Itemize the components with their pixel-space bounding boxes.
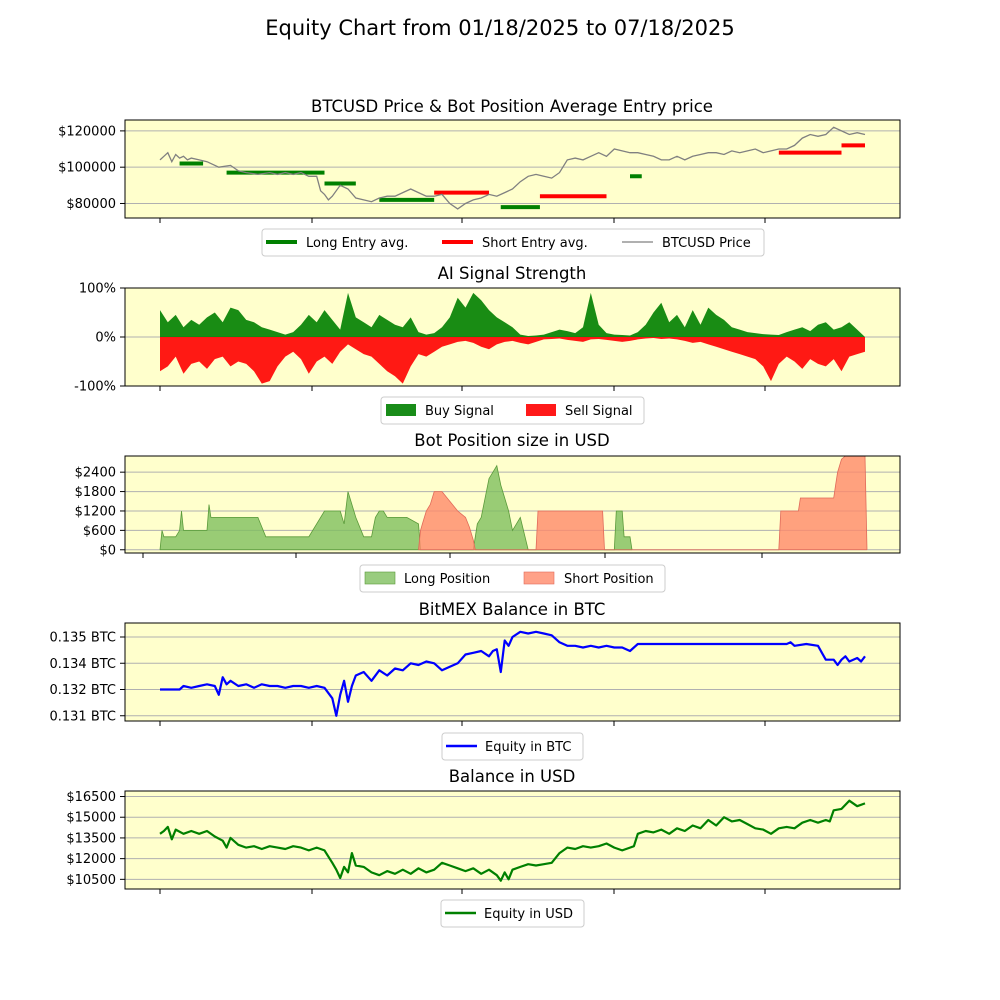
legend-long-entry-label: Long Entry avg. xyxy=(306,236,408,251)
panel-signal: AI Signal Strength -100% 0% 100% Buy Signa… xyxy=(74,264,901,425)
usd-equity-line xyxy=(159,799,866,882)
y-tick-label: $2400 xyxy=(75,466,116,481)
panel-usd-marks xyxy=(159,799,866,882)
y-tick-label: -100% xyxy=(74,380,116,395)
panel-position-y-ticks: $0 $600 $1200 $1800 $2400 xyxy=(75,466,125,558)
y-tick-label: 0.135 BTC xyxy=(49,631,116,646)
legend-box xyxy=(440,899,585,928)
panel-usd-plot-area xyxy=(125,791,900,889)
sell-signal-area xyxy=(160,337,865,384)
panel-price: BTCUSD Price & Bot Position Average Entr… xyxy=(58,97,901,257)
y-tick-label: $80000 xyxy=(66,197,116,212)
panel-usd-title: Balance in USD xyxy=(449,767,576,786)
panel-btc-title: BitMEX Balance in BTC xyxy=(419,600,606,619)
short-position-area xyxy=(418,455,868,551)
panel-btc-x-ticks xyxy=(159,721,766,726)
panel-usd-legend: Equity in USD xyxy=(440,899,585,928)
legend-buy-label: Buy Signal xyxy=(425,404,494,419)
panel-price-x-ticks xyxy=(159,218,766,223)
y-tick-label: 0.134 BTC xyxy=(49,657,116,672)
legend-box xyxy=(441,732,584,761)
panel-price-legend: Long Entry avg. Short Entry avg. BTCUSD … xyxy=(261,228,765,257)
panel-signal-y-ticks: -100% 0% 100% xyxy=(74,282,125,395)
panel-usd: Balance in USD $10500$12000$13500$15000$… xyxy=(66,767,901,928)
legend-short-entry-label: Short Entry avg. xyxy=(482,236,588,251)
panel-signal-legend: Buy Signal Sell Signal xyxy=(380,396,645,425)
y-tick-label: $16500 xyxy=(66,790,116,805)
panel-btc-y-ticks: 0.131 BTC 0.132 BTC 0.134 BTC 0.135 BTC xyxy=(49,631,125,724)
legend-box xyxy=(261,228,765,257)
legend-price-label: BTCUSD Price xyxy=(662,236,751,251)
y-tick-label: $1200 xyxy=(75,504,116,519)
panel-position: Bot Position size in USD $0 $600 $1200 $180… xyxy=(75,431,901,593)
y-tick-label: 0.132 BTC xyxy=(49,683,116,698)
legend-long-position-label: Long Position xyxy=(404,572,490,587)
panel-btc-border xyxy=(124,622,901,722)
panel-price-title: BTCUSD Price & Bot Position Average Entr… xyxy=(311,97,713,116)
panel-usd-grid xyxy=(125,796,900,880)
panel-btc-marks xyxy=(160,630,866,717)
y-tick-label: $10500 xyxy=(66,873,116,888)
panel-btc: BitMEX Balance in BTC 0.131 BTC 0.132 BTC… xyxy=(49,600,901,761)
legend-box xyxy=(359,564,666,593)
legend-sell-swatch xyxy=(526,404,556,416)
legend-sell-label: Sell Signal xyxy=(565,404,633,419)
y-tick-label: 100% xyxy=(79,282,116,297)
panel-usd-border xyxy=(124,790,901,890)
legend-short-position-label: Short Position xyxy=(564,572,654,587)
figure-title: Equity Chart from 01/18/2025 to 07/18/20… xyxy=(265,16,735,40)
y-tick-label: $12000 xyxy=(66,852,116,867)
y-tick-label: $15000 xyxy=(66,811,116,826)
y-tick-label: $13500 xyxy=(66,831,116,846)
y-tick-label: $100000 xyxy=(58,161,116,176)
y-tick-label: 0.131 BTC xyxy=(49,709,116,724)
legend-box xyxy=(380,396,645,425)
panel-usd-x-ticks xyxy=(159,889,766,894)
panel-price-y-ticks: $80000 $100000 $120000 xyxy=(58,124,125,212)
buy-signal-area xyxy=(160,292,865,337)
panel-signal-marks xyxy=(160,292,865,384)
panel-price-grid xyxy=(125,130,900,204)
panel-price-marks xyxy=(159,126,866,210)
btcusd-price-line xyxy=(159,126,866,210)
legend-buy-swatch xyxy=(386,404,416,416)
panel-btc-legend: Equity in BTC xyxy=(441,732,584,761)
y-tick-label: $0 xyxy=(99,543,116,558)
panel-position-x-ticks xyxy=(142,553,763,558)
panel-signal-border xyxy=(124,287,901,387)
legend-usd-label: Equity in USD xyxy=(484,907,573,922)
panel-signal-x-ticks xyxy=(159,386,766,391)
panel-position-border xyxy=(124,455,901,554)
panel-usd-y-ticks: $10500 $12000 $13500 $15000 $16500 xyxy=(66,790,125,888)
legend-short-position-swatch xyxy=(523,571,555,585)
y-tick-label: 0% xyxy=(95,331,116,346)
btc-equity-line xyxy=(160,630,866,717)
panel-position-title: Bot Position size in USD xyxy=(414,431,609,450)
legend-long-position-swatch xyxy=(364,571,396,585)
y-tick-label: $120000 xyxy=(58,124,116,139)
y-tick-label: $1800 xyxy=(75,485,116,500)
panel-position-marks xyxy=(159,455,868,551)
y-tick-label: $600 xyxy=(83,524,116,539)
legend-btc-label: Equity in BTC xyxy=(485,740,571,755)
panel-price-border xyxy=(124,119,901,219)
panel-signal-title: AI Signal Strength xyxy=(438,264,587,283)
panel-price-plot-area xyxy=(125,120,900,218)
panel-position-legend: Long Position Short Position xyxy=(359,564,666,593)
